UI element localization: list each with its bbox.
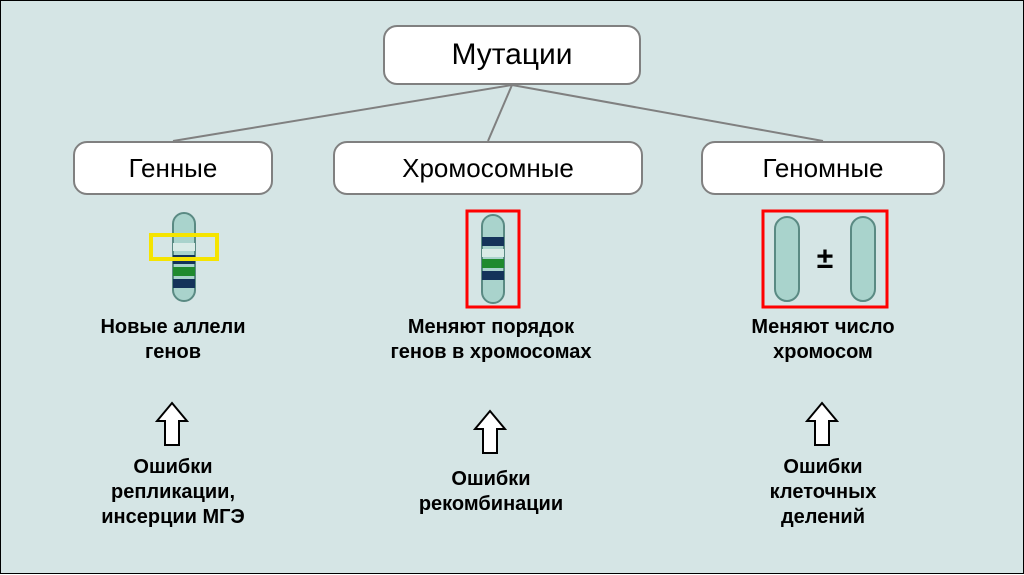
gene-cause: Ошибки репликации, инсерции МГЭ [43, 455, 303, 530]
genomic-node: Геномные [701, 141, 945, 195]
chromo-description: Меняют порядок генов в хромосомах [341, 315, 641, 365]
genomic-desc-line2: хромосом [701, 340, 945, 365]
genomic-label: Геномные [763, 153, 884, 184]
gene-cause-line3: инсерции МГЭ [43, 505, 303, 530]
genomic-cause-line3: делений [701, 505, 945, 530]
genomic-desc-line1: Меняют число [701, 315, 945, 340]
genomic-cause: Ошибки клеточных делений [701, 455, 945, 530]
genomic-cause-line2: клеточных [701, 480, 945, 505]
gene-cause-line2: репликации, [43, 480, 303, 505]
genomic-description: Меняют число хромосом [701, 315, 945, 365]
gene-desc-line2: генов [43, 340, 303, 365]
plus-minus-symbol: ± [761, 209, 889, 309]
chromo-arrow-icon [473, 409, 507, 455]
chromo-label: Хромосомные [402, 153, 574, 184]
gene-label: Генные [129, 153, 218, 184]
chromo-node: Хромосомные [333, 141, 643, 195]
chromo-cause-line2: рекомбинации [361, 492, 621, 517]
chromo-chromosome-icon [463, 209, 523, 309]
gene-desc-line1: Новые аллели [43, 315, 303, 340]
diagram-canvas: Мутации Генные Хромосомные Геномные [0, 0, 1024, 574]
gene-cause-line1: Ошибки [43, 455, 303, 480]
chromo-illustration [463, 209, 523, 314]
gene-illustration [145, 209, 223, 314]
chromo-desc-line1: Меняют порядок [341, 315, 641, 340]
genomic-arrow-icon [805, 401, 839, 447]
chromo-cause: Ошибки рекомбинации [361, 467, 621, 517]
genomic-illustration: ± [761, 209, 889, 314]
root-node: Мутации [383, 25, 641, 85]
genomic-cause-line1: Ошибки [701, 455, 945, 480]
gene-description: Новые аллели генов [43, 315, 303, 365]
gene-arrow-icon [155, 401, 189, 447]
chromo-desc-line2: генов в хромосомах [341, 340, 641, 365]
root-label: Мутации [451, 38, 572, 72]
gene-node: Генные [73, 141, 273, 195]
chromo-cause-line1: Ошибки [361, 467, 621, 492]
gene-chromosome-icon [145, 209, 223, 309]
